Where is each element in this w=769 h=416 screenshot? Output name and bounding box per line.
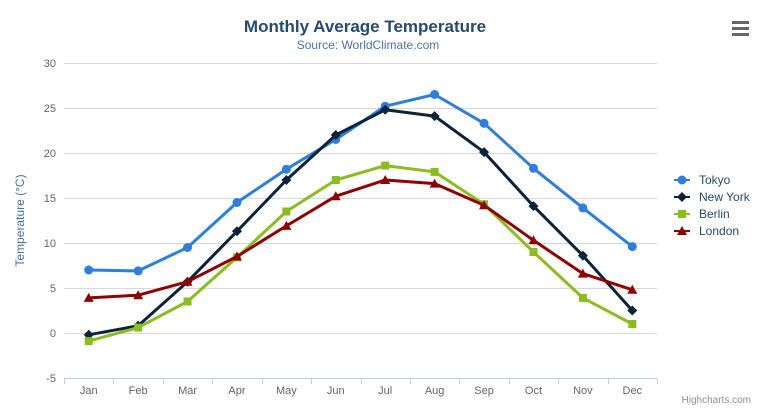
y-axis-label: 0: [50, 328, 56, 340]
y-axis-label: 30: [44, 58, 56, 70]
legend-marker-berlin: [678, 210, 686, 218]
series-tokyo[interactable]: [84, 90, 637, 276]
x-axis-label: Jul: [378, 385, 392, 397]
data-point-new-york[interactable]: [380, 104, 391, 115]
data-point-london[interactable]: [429, 178, 440, 188]
legend-label: Berlin: [699, 207, 730, 221]
x-axis-label: Sep: [474, 385, 494, 397]
legend-marker-tokyo: [677, 175, 687, 185]
data-point-new-york[interactable]: [281, 175, 292, 185]
data-point-tokyo[interactable]: [84, 265, 94, 275]
data-point-new-york[interactable]: [479, 147, 490, 158]
data-point-london[interactable]: [330, 191, 341, 201]
data-point-berlin[interactable]: [381, 161, 390, 170]
x-axis-label: Oct: [525, 385, 542, 397]
data-point-berlin[interactable]: [578, 293, 587, 302]
data-point-tokyo[interactable]: [528, 163, 538, 173]
series-line-berlin: [87, 164, 634, 343]
y-axis-labels: -5 0 5 10 15 20 25 30: [44, 58, 56, 385]
data-point-new-york[interactable]: [429, 111, 440, 122]
legend-item-new-york[interactable]: New York: [674, 190, 750, 204]
series-new-york[interactable]: [83, 104, 638, 340]
data-point-london[interactable]: [281, 220, 292, 230]
x-axis-label: Jun: [327, 385, 345, 397]
legend-triangle-icon: [674, 226, 690, 235]
data-point-berlin[interactable]: [183, 297, 192, 306]
x-axis-label: Nov: [573, 385, 593, 397]
legend-label: New York: [699, 190, 750, 204]
data-point-tokyo[interactable]: [281, 164, 291, 174]
data-point-london[interactable]: [83, 292, 94, 302]
highcharts-credit[interactable]: Highcharts.com: [681, 395, 751, 406]
data-point-london[interactable]: [577, 268, 588, 278]
data-point-berlin[interactable]: [628, 320, 637, 328]
data-point-london[interactable]: [627, 284, 638, 294]
data-point-tokyo[interactable]: [578, 203, 588, 213]
x-axis-label: Dec: [623, 385, 643, 397]
x-axis-label: Feb: [129, 385, 148, 397]
series-london[interactable]: [83, 175, 638, 302]
x-axis-label: May: [276, 385, 297, 397]
data-point-berlin[interactable]: [282, 207, 291, 216]
x-axis-labels: Jan Feb Mar Apr May Jun Jul Aug Sep Oct Nov Dec: [80, 385, 643, 397]
y-axis-title: Temperature (°C): [13, 174, 27, 266]
data-point-tokyo[interactable]: [479, 118, 489, 128]
x-axis-label: Mar: [178, 385, 197, 397]
data-point-berlin[interactable]: [134, 323, 143, 332]
hamburger-icon: [732, 20, 750, 36]
legend-item-berlin[interactable]: Berlin: [674, 207, 750, 221]
data-point-new-york[interactable]: [627, 305, 638, 316]
data-point-tokyo[interactable]: [232, 198, 242, 207]
legend-label: London: [699, 224, 740, 238]
data-point-london[interactable]: [133, 290, 144, 300]
chart-title: Monthly Average Temperature: [243, 17, 487, 36]
y-axis-label: 10: [44, 238, 56, 250]
x-axis-label: Aug: [425, 385, 445, 397]
legend-label: Tokyo: [699, 173, 731, 187]
legend-diamond-icon: [674, 192, 690, 202]
legend-item-london[interactable]: London: [674, 224, 750, 238]
legend: Tokyo New York Berlin London: [674, 173, 750, 241]
legend-marker-new-york: [677, 192, 687, 202]
data-point-new-york[interactable]: [330, 130, 341, 140]
data-point-berlin[interactable]: [529, 248, 538, 256]
data-point-new-york[interactable]: [231, 226, 242, 237]
data-point-tokyo[interactable]: [627, 242, 637, 252]
y-gridlines: [64, 63, 657, 379]
data-point-berlin[interactable]: [430, 167, 439, 176]
data-point-london[interactable]: [380, 175, 391, 184]
y-axis-label: 15: [44, 193, 56, 205]
data-point-new-york[interactable]: [577, 250, 588, 261]
chart-subtitle: Source: WorldClimate.com: [296, 38, 440, 52]
x-axis-label: Apr: [228, 385, 245, 397]
x-axis: [64, 378, 658, 384]
series-line-london: [87, 178, 634, 300]
chart-context-menu-button[interactable]: [730, 18, 752, 38]
series-line-new-york: [87, 108, 634, 337]
y-axis-label: -5: [46, 373, 56, 385]
data-point-london[interactable]: [479, 200, 490, 210]
data-point-london[interactable]: [528, 235, 539, 245]
data-point-london[interactable]: [231, 251, 242, 261]
x-axis-label: Jan: [80, 385, 98, 397]
data-point-new-york[interactable]: [528, 201, 539, 212]
legend-marker-london: [677, 226, 687, 235]
legend-circle-icon: [674, 175, 690, 185]
data-point-tokyo[interactable]: [133, 266, 143, 276]
y-axis-label: 20: [44, 148, 56, 160]
data-point-london[interactable]: [182, 276, 193, 286]
data-point-tokyo[interactable]: [183, 243, 193, 252]
data-point-berlin[interactable]: [331, 176, 340, 184]
data-point-berlin[interactable]: [84, 337, 93, 346]
data-point-tokyo[interactable]: [430, 90, 440, 99]
y-axis-label: 5: [50, 283, 56, 295]
legend-square-icon: [674, 210, 690, 218]
legend-item-tokyo[interactable]: Tokyo: [674, 173, 750, 187]
y-axis-label: 25: [44, 103, 56, 115]
